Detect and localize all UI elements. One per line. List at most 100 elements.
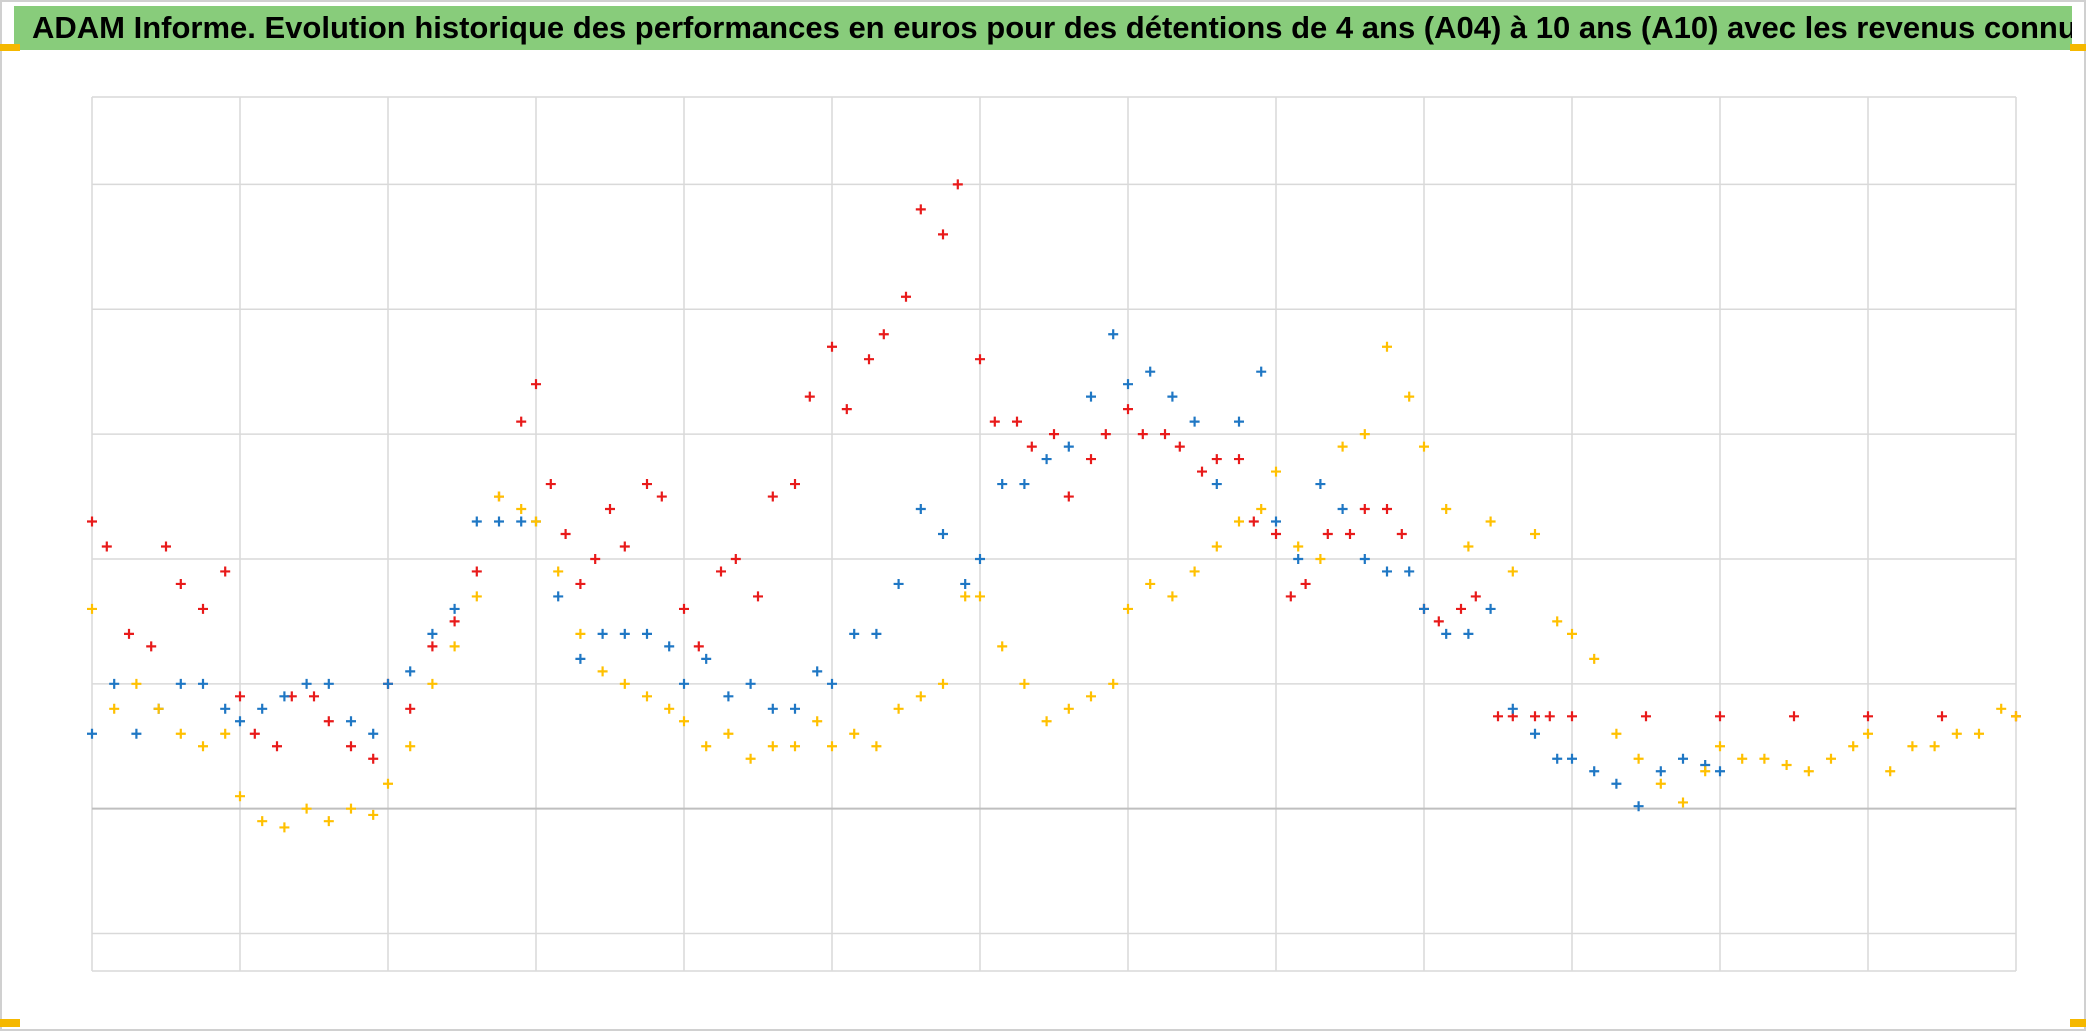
- data-point: [346, 716, 356, 727]
- data-point: [1589, 766, 1600, 777]
- data-point: [952, 179, 963, 190]
- data-point: [938, 229, 948, 240]
- data-point: [1507, 566, 1518, 577]
- data-point: [471, 516, 482, 527]
- data-point: [494, 491, 504, 502]
- data-point: [1012, 416, 1022, 427]
- data-point: [827, 341, 837, 352]
- data-point: [1715, 741, 1725, 752]
- data-point: [1655, 778, 1666, 789]
- data-point: [790, 479, 800, 490]
- data-point: [1123, 603, 1133, 614]
- data-point: [1300, 578, 1311, 589]
- data-point: [1485, 603, 1496, 614]
- data-point: [1019, 479, 1030, 490]
- data-point: [590, 553, 601, 564]
- data-point: [1404, 391, 1415, 402]
- grid-lines: [91, 96, 2017, 972]
- data-point: [745, 678, 756, 689]
- data-point: [427, 641, 438, 652]
- data-point: [198, 603, 208, 614]
- data-point: [1463, 628, 1474, 639]
- data-point: [1382, 504, 1392, 515]
- data-point: [915, 204, 926, 215]
- data-point: [516, 504, 527, 515]
- data-point: [575, 628, 586, 639]
- data-point: [1145, 366, 1156, 377]
- data-point: [767, 703, 778, 714]
- data-point: [87, 516, 97, 527]
- data-point: [346, 803, 356, 814]
- data-point: [642, 479, 652, 490]
- data-point: [679, 716, 689, 727]
- data-point: [109, 703, 120, 714]
- series-2: [87, 341, 2021, 833]
- data-point: [1996, 703, 2007, 714]
- data-point: [309, 691, 319, 702]
- data-point: [745, 753, 756, 764]
- data-point: [701, 653, 712, 664]
- data-point: [1256, 366, 1267, 377]
- data-point: [383, 778, 393, 789]
- data-point: [1655, 766, 1666, 777]
- data-point: [960, 578, 971, 589]
- data-point: [553, 591, 564, 602]
- data-point: [146, 641, 157, 652]
- data-point: [1063, 703, 1074, 714]
- data-point: [975, 591, 985, 602]
- data-point: [1271, 466, 1281, 477]
- data-marks: [87, 179, 2021, 833]
- data-point: [849, 728, 860, 739]
- data-point: [405, 703, 416, 714]
- data-point: [1863, 711, 1873, 722]
- data-point: [449, 616, 460, 627]
- data-point: [1589, 653, 1600, 664]
- data-point: [1063, 491, 1074, 502]
- data-point: [1049, 429, 1059, 440]
- data-point: [235, 691, 245, 702]
- data-point: [257, 816, 268, 827]
- data-point: [1781, 759, 1792, 770]
- data-point: [1737, 753, 1748, 764]
- data-point: [1633, 801, 1644, 812]
- data-point: [1470, 591, 1481, 602]
- data-point: [346, 741, 356, 752]
- data-point: [1404, 566, 1415, 577]
- data-point: [767, 491, 778, 502]
- data-point: [997, 479, 1008, 490]
- data-point: [1951, 728, 1962, 739]
- data-point: [1234, 416, 1244, 427]
- data-point: [656, 491, 667, 502]
- data-point: [1359, 553, 1370, 564]
- data-point: [1211, 479, 1222, 490]
- data-point: [1026, 441, 1037, 452]
- data-point: [368, 809, 379, 820]
- data-point: [198, 741, 208, 752]
- data-point: [989, 416, 1000, 427]
- data-point: [516, 516, 527, 527]
- data-point: [1715, 766, 1725, 777]
- data-point: [1633, 753, 1644, 764]
- data-point: [790, 703, 800, 714]
- data-point: [516, 416, 527, 427]
- data-point: [1271, 516, 1281, 527]
- data-point: [272, 741, 282, 752]
- data-point: [790, 741, 800, 752]
- data-point: [1041, 716, 1052, 727]
- data-point: [1382, 341, 1392, 352]
- data-point: [405, 741, 416, 752]
- data-point: [812, 716, 823, 727]
- data-point: [161, 541, 171, 552]
- data-point: [1086, 391, 1096, 402]
- data-point: [1678, 797, 1688, 808]
- corner-accent-bottom-left: [0, 1019, 20, 1027]
- data-point: [1248, 516, 1259, 527]
- data-point: [279, 822, 290, 833]
- data-point: [1345, 529, 1355, 539]
- corner-accent-bottom-right: [2070, 1019, 2086, 1027]
- data-point: [220, 566, 231, 577]
- data-point: [1197, 466, 1207, 477]
- data-point: [1611, 778, 1622, 789]
- data-point: [679, 678, 689, 689]
